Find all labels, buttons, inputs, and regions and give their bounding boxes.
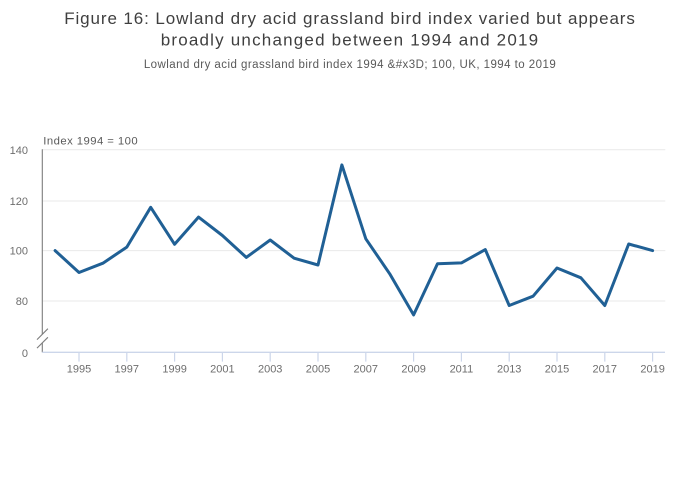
svg-text:2003: 2003 bbox=[258, 363, 282, 375]
svg-text:100: 100 bbox=[10, 246, 28, 258]
svg-text:1997: 1997 bbox=[115, 363, 139, 375]
svg-text:Index 1994 = 100: Index 1994 = 100 bbox=[43, 136, 138, 148]
svg-text:2015: 2015 bbox=[545, 363, 569, 375]
svg-text:1995: 1995 bbox=[67, 363, 91, 375]
svg-text:120: 120 bbox=[10, 196, 28, 208]
svg-text:Figure 16: Lowland dry acid gr: Figure 16: Lowland dry acid grassland bi… bbox=[64, 9, 636, 28]
svg-text:2011: 2011 bbox=[450, 363, 474, 375]
svg-text:80: 80 bbox=[16, 296, 28, 308]
svg-text:Lowland dry acid grassland bir: Lowland dry acid grassland bird index 19… bbox=[144, 59, 556, 71]
svg-text:1999: 1999 bbox=[162, 363, 186, 375]
svg-text:2019: 2019 bbox=[640, 363, 664, 375]
svg-text:0: 0 bbox=[22, 348, 28, 360]
svg-text:2007: 2007 bbox=[354, 363, 378, 375]
svg-text:broadly unchanged between 1994: broadly unchanged between 1994 and 2019 bbox=[161, 31, 540, 50]
svg-text:140: 140 bbox=[10, 145, 28, 157]
svg-text:2001: 2001 bbox=[210, 363, 234, 375]
svg-text:2005: 2005 bbox=[306, 363, 330, 375]
svg-text:2009: 2009 bbox=[401, 363, 425, 375]
svg-text:2017: 2017 bbox=[593, 363, 617, 375]
svg-text:2013: 2013 bbox=[497, 363, 521, 375]
